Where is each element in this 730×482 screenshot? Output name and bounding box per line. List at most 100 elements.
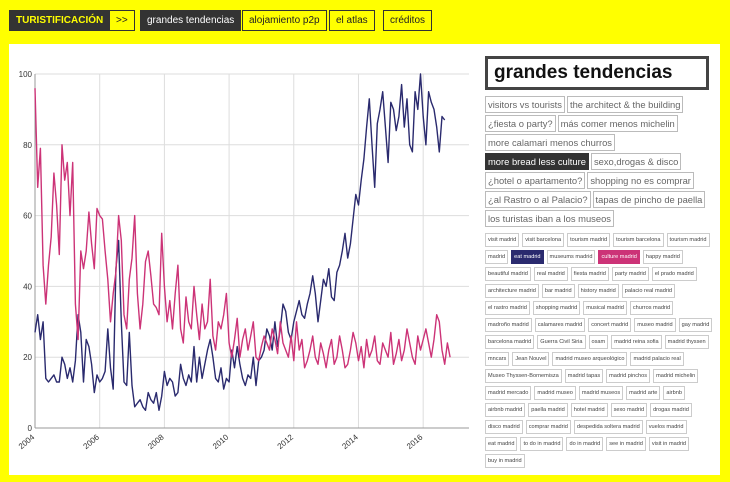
- search-term-tag[interactable]: madrid palacio real: [630, 352, 684, 366]
- search-term-tag[interactable]: madrid thyssen: [664, 335, 709, 349]
- search-term-tag[interactable]: to do in madrid: [520, 437, 564, 451]
- x-tick-label: 2004: [17, 432, 37, 451]
- search-term-tag[interactable]: madroño madrid: [485, 318, 532, 332]
- topic-tag[interactable]: shopping no es comprar: [587, 172, 694, 189]
- search-term-tag[interactable]: visit in madrid: [648, 437, 690, 451]
- y-tick-label: 100: [19, 70, 33, 79]
- search-term-tag[interactable]: real madrid: [533, 267, 568, 281]
- search-term-tag[interactable]: eat madrid: [485, 437, 518, 451]
- search-term-tag[interactable]: madrid reina sofia: [611, 335, 662, 349]
- search-term-tag[interactable]: barcelona madrid: [485, 335, 535, 349]
- search-term-tag[interactable]: disco madrid: [485, 420, 523, 434]
- main-panel: 0 20 40 60 80 100 2004 2006 2008 2010 2012 2014 2016…: [9, 44, 720, 475]
- search-term-tag[interactable]: paella madrid: [528, 403, 568, 417]
- search-term-tag[interactable]: madrid museo arqueológico: [552, 352, 628, 366]
- series-line-1: [34, 88, 451, 369]
- search-term-tag[interactable]: tourism madrid: [567, 233, 611, 247]
- search-term-tag[interactable]: madrid: [485, 250, 509, 264]
- search-term-tag[interactable]: happy madrid: [642, 250, 683, 264]
- search-term-tag[interactable]: osam: [588, 335, 609, 349]
- search-term-tag[interactable]: el rastro madrid: [485, 301, 530, 315]
- search-term-tag[interactable]: drogas madrid: [650, 403, 692, 417]
- search-term-tag[interactable]: do in madrid: [566, 437, 604, 451]
- search-term-tag[interactable]: despedida soltera madrid: [573, 420, 643, 434]
- search-term-tag[interactable]: Guerra Civil Siria: [537, 335, 586, 349]
- search-term-tag[interactable]: tourism barcelona: [613, 233, 664, 247]
- search-term-tag[interactable]: musical madrid: [583, 301, 627, 315]
- search-term-tag[interactable]: shopping madrid: [532, 301, 581, 315]
- x-tick-label: 2016: [405, 432, 425, 451]
- topic-tag[interactable]: tapas de pincho de paella: [592, 191, 706, 208]
- topic-tag[interactable]: sexo,drogas & disco: [590, 153, 682, 170]
- topic-tag-list: visitors vs tourists the architect & the …: [485, 96, 713, 227]
- search-term-tag[interactable]: airbnb madrid: [485, 403, 526, 417]
- search-term-tag[interactable]: beautiful madrid: [485, 267, 531, 281]
- nav-item-grandes-tendencias[interactable]: grandes tendencias: [140, 10, 242, 31]
- search-term-tag[interactable]: madrid michelin: [653, 369, 699, 383]
- topic-tag[interactable]: los turistas iban a los museos: [485, 210, 614, 227]
- topic-tag[interactable]: the architect & the building: [566, 96, 684, 113]
- search-term-tag[interactable]: see in madrid: [606, 437, 646, 451]
- sidebar: grandes tendencias visitors vs tourists t…: [485, 56, 713, 468]
- search-term-tag[interactable]: architecture madrid: [485, 284, 539, 298]
- search-term-tag[interactable]: palacio real madrid: [621, 284, 676, 298]
- search-term-tag[interactable]: comprar madrid: [525, 420, 571, 434]
- search-term-tag[interactable]: eat madrid: [511, 250, 544, 264]
- search-term-tag[interactable]: airbnb: [663, 386, 685, 400]
- search-term-tag[interactable]: visit madrid: [485, 233, 520, 247]
- topic-tag[interactable]: ¿fiesta o party?: [485, 115, 556, 132]
- search-term-tag[interactable]: madrid mercado: [485, 386, 532, 400]
- sidebar-title: grandes tendencias: [485, 56, 709, 90]
- y-tick-label: 20: [23, 353, 32, 362]
- arrow-button[interactable]: >>: [109, 10, 135, 31]
- topic-tag[interactable]: more bread less culture: [485, 153, 589, 170]
- search-term-tag[interactable]: fiesta madrid: [570, 267, 609, 281]
- search-term-tag[interactable]: party madrid: [611, 267, 649, 281]
- series-line-0: [34, 73, 446, 411]
- search-term-tag[interactable]: madrid tapas: [564, 369, 604, 383]
- search-term-tag[interactable]: madrid museos: [578, 386, 624, 400]
- topic-tag[interactable]: ¿al Rastro o al Palacio?: [485, 191, 591, 208]
- search-term-tag[interactable]: visit barcelona: [522, 233, 565, 247]
- nav-item-creditos[interactable]: créditos: [383, 10, 433, 31]
- topic-tag[interactable]: ¿hotel o apartamento?: [485, 172, 586, 189]
- trend-line-chart: 0 20 40 60 80 100 2004 2006 2008 2010 2012 2014 2016: [17, 70, 469, 451]
- x-tick-label: 2008: [146, 432, 166, 451]
- search-term-tag[interactable]: Museo Thyssen-Bornemisza: [485, 369, 562, 383]
- topic-tag[interactable]: más comer menos michelin: [557, 115, 678, 132]
- search-term-tag-list: visit madrid visit barcelona tourism madri…: [485, 233, 713, 468]
- y-tick-label: 60: [23, 212, 32, 221]
- search-term-tag[interactable]: gay madrid: [678, 318, 713, 332]
- search-term-tag[interactable]: history madrid: [577, 284, 619, 298]
- brand-logo[interactable]: TURISTIFICACIÓN: [9, 10, 111, 31]
- search-term-tag[interactable]: culture madrid: [598, 250, 640, 264]
- search-term-tag[interactable]: madrid pinchos: [606, 369, 651, 383]
- search-term-tag[interactable]: hotel madrid: [570, 403, 608, 417]
- x-tick-label: 2012: [276, 432, 296, 451]
- x-tick-label: 2006: [82, 432, 102, 451]
- search-term-tag[interactable]: vuelos madrid: [645, 420, 687, 434]
- topic-tag[interactable]: more calamari menos churros: [485, 134, 615, 151]
- search-term-tag[interactable]: sexo madrid: [610, 403, 648, 417]
- search-term-tag[interactable]: concert madrid: [588, 318, 632, 332]
- search-term-tag[interactable]: calamares madrid: [534, 318, 586, 332]
- search-term-tag[interactable]: madrid museo: [534, 386, 576, 400]
- search-term-tag[interactable]: buy in madrid: [485, 454, 525, 468]
- x-tick-label: 2010: [211, 432, 231, 451]
- nav-item-el-atlas[interactable]: el atlas: [329, 10, 375, 31]
- y-tick-label: 80: [23, 141, 32, 150]
- nav-item-alojamiento-p2p[interactable]: alojamiento p2p: [242, 10, 327, 31]
- search-term-tag[interactable]: museo madrid: [634, 318, 676, 332]
- search-term-tag[interactable]: mncars: [485, 352, 510, 366]
- search-term-tag[interactable]: bar madrid: [541, 284, 575, 298]
- topic-tag[interactable]: visitors vs tourists: [485, 96, 565, 113]
- search-term-tag[interactable]: madrid arte: [626, 386, 661, 400]
- search-term-tag[interactable]: Jean Nouvel: [512, 352, 550, 366]
- x-tick-label: 2014: [340, 432, 360, 451]
- search-term-tag[interactable]: churros madrid: [629, 301, 674, 315]
- y-tick-label: 0: [28, 424, 33, 433]
- search-term-tag[interactable]: tourism madrid: [666, 233, 710, 247]
- top-nav: TURISTIFICACIÓN >> grandes tendencias al…: [0, 0, 730, 42]
- search-term-tag[interactable]: el prado madrid: [651, 267, 697, 281]
- search-term-tag[interactable]: museums madrid: [546, 250, 596, 264]
